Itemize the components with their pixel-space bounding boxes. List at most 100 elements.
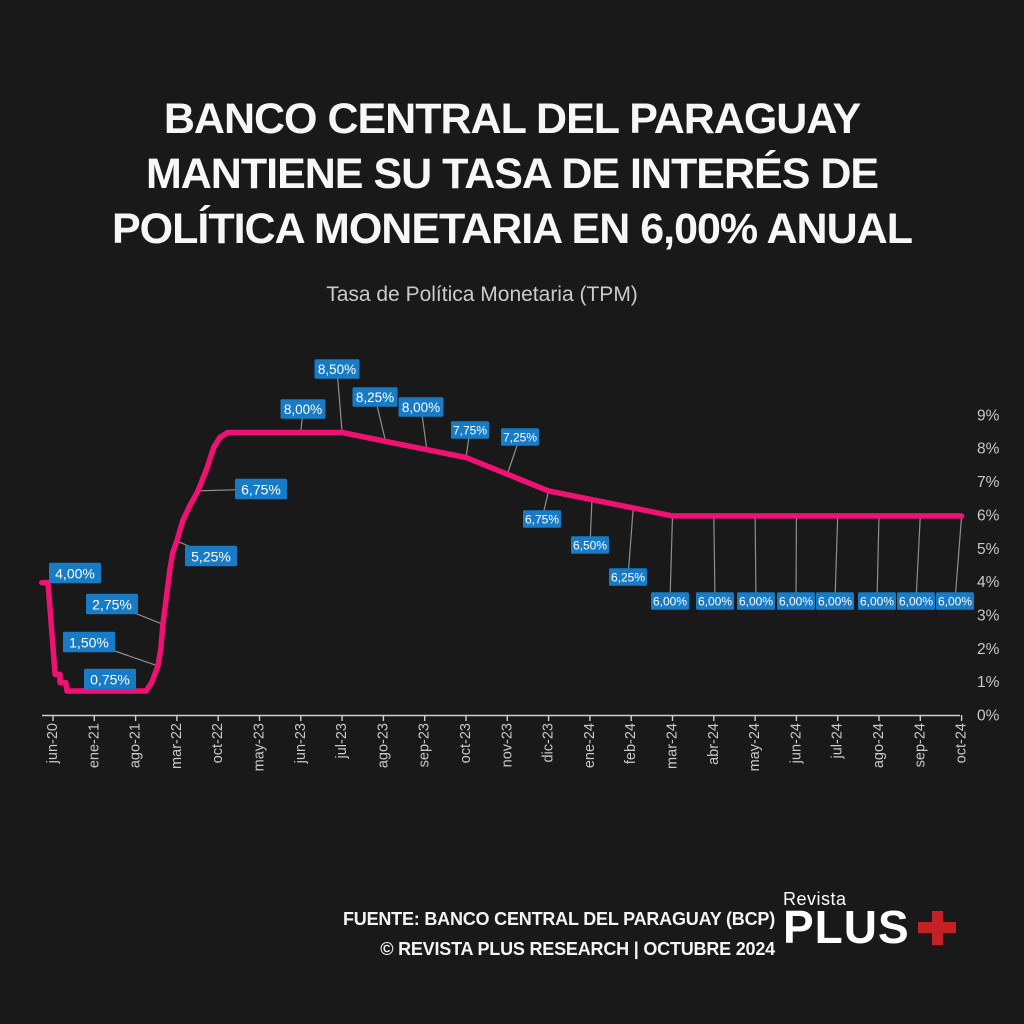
x-axis-labels: jun-20 ene-21 ago-21 mar-22 oct-22 may-23 jun-… <box>45 723 970 771</box>
y-axis-labels: 0% 1% 2% 3% 4% 5% 6% 7% 8% 9% <box>977 407 1000 724</box>
x-tick-label: jun-24 <box>788 723 804 764</box>
tpm-rate-line <box>39 429 965 694</box>
data-label-value: 8,25% <box>356 390 394 405</box>
y-tick-label: 6% <box>977 507 1000 524</box>
data-label-value: 1,50% <box>69 635 109 651</box>
y-tick-label: 9% <box>977 407 1000 424</box>
logo-revista-text: Revista <box>783 889 847 909</box>
title-line-2: MANTIENE SU TASA DE INTERÉS DE <box>145 150 879 198</box>
x-tick-label: oct-24 <box>954 723 970 763</box>
page-title: BANCO CENTRAL DEL PARAGUAY MANTIENE SU T… <box>0 92 1024 257</box>
footer: FUENTE: BANCO CENTRAL DEL PARAGUAY (BCP)… <box>0 878 1024 978</box>
x-tick-label: ago-24 <box>871 723 887 768</box>
data-label-box <box>816 592 854 610</box>
copyright-line: © REVISTA PLUS RESEARCH | OCTUBRE 2024 <box>380 939 775 959</box>
data-label-value: 6,00% <box>938 595 972 609</box>
x-tick-label: feb-24 <box>623 723 639 764</box>
footer-source-block: FUENTE: BANCO CENTRAL DEL PARAGUAY (BCP)… <box>343 904 775 964</box>
y-tick-label: 5% <box>977 541 1000 558</box>
x-tick-label: nov-23 <box>499 723 515 767</box>
data-label-value: 5,25% <box>191 549 231 565</box>
data-label-value: 4,00% <box>55 566 95 582</box>
data-labels: 4,00% 2,75% 1,50% 0,75% 5,25% 6,75% 8,00% 8,50%… <box>49 359 974 690</box>
y-tick-label: 1% <box>977 674 1000 691</box>
leader-line <box>669 515 674 602</box>
data-label-box <box>63 631 115 653</box>
leader-line <box>834 515 839 602</box>
y-tick-label: 3% <box>977 607 1000 624</box>
revista-plus-logo: Revista PLUS <box>783 889 983 953</box>
leader-line <box>754 515 757 602</box>
data-label-box <box>49 562 101 584</box>
data-label-box <box>451 421 489 439</box>
data-label-value: 8,00% <box>402 400 440 415</box>
x-tick-label: mar-22 <box>169 723 185 769</box>
data-label-value: 8,00% <box>284 402 322 417</box>
y-tick-label: 8% <box>977 441 1000 458</box>
data-label-box <box>858 592 896 610</box>
data-label-value: 6,00% <box>818 595 852 609</box>
data-label-box <box>398 397 444 417</box>
data-label-box <box>84 668 136 690</box>
data-label-box <box>314 359 360 379</box>
x-tick-label: may-23 <box>252 723 268 771</box>
x-tick-label: jul-24 <box>830 723 846 759</box>
data-label-box <box>936 592 974 610</box>
red-plus-icon <box>917 911 956 945</box>
data-label-value: 6,00% <box>899 595 933 609</box>
data-label-value: 6,50% <box>573 539 607 553</box>
x-tick-label: abr-24 <box>706 723 722 765</box>
leader-line <box>954 515 963 602</box>
y-tick-label: 0% <box>977 708 1000 725</box>
y-tick-label: 4% <box>977 574 1000 591</box>
leader-line <box>627 507 634 578</box>
data-label-box <box>280 399 326 419</box>
data-label-box <box>86 593 138 615</box>
data-label-box <box>777 592 815 610</box>
leader-line <box>336 368 343 433</box>
x-tick-label: sep-23 <box>417 723 433 767</box>
x-tick-label: ago-23 <box>375 723 391 768</box>
data-label-value: 6,00% <box>653 595 687 609</box>
x-tick-label: jun-23 <box>293 723 309 764</box>
x-tick-label: jul-23 <box>334 723 350 759</box>
data-label-box <box>501 428 539 446</box>
x-axis <box>42 714 963 721</box>
data-label-box <box>696 592 734 610</box>
data-label-box <box>897 592 935 610</box>
chart-subtitle: Tasa de Política Monetaria (TPM) <box>326 283 638 306</box>
x-tick-label: ene-21 <box>86 723 102 768</box>
title-line-3: POLÍTICA MONETARIA EN 6,00% ANUAL <box>112 205 913 253</box>
data-label-value: 7,75% <box>453 424 487 438</box>
x-tick-label: ago-21 <box>128 723 144 768</box>
data-label-box <box>737 592 775 610</box>
leader-line <box>713 515 716 602</box>
data-label-value: 6,75% <box>525 513 559 527</box>
x-tick-label: mar-24 <box>665 723 681 769</box>
data-label-value: 6,00% <box>860 595 894 609</box>
data-label-box <box>571 536 609 554</box>
data-label-box <box>523 510 561 528</box>
x-tick-label: oct-22 <box>210 723 226 763</box>
x-tick-label: jun-20 <box>45 723 61 764</box>
data-label-value: 6,00% <box>779 595 813 609</box>
title-line-1: BANCO CENTRAL DEL PARAGUAY <box>163 95 861 143</box>
data-label-value: 0,75% <box>90 672 130 688</box>
data-label-value: 7,25% <box>503 431 537 445</box>
y-tick-label: 2% <box>977 641 1000 658</box>
data-label-box <box>609 568 647 586</box>
leader-line <box>876 515 880 602</box>
x-tick-label: may-24 <box>747 723 763 771</box>
data-label-value: 8,50% <box>318 362 356 377</box>
logo-plus-text: PLUS <box>783 901 910 953</box>
x-tick-label: dic-23 <box>541 723 557 763</box>
data-label-value: 6,00% <box>698 595 732 609</box>
data-label-value: 6,25% <box>611 571 645 585</box>
data-label-value: 2,75% <box>92 597 132 613</box>
y-tick-label: 7% <box>977 474 1000 491</box>
x-tick-label: sep-24 <box>912 723 928 767</box>
data-label-box <box>235 478 287 500</box>
data-label-value: 6,75% <box>241 482 281 498</box>
data-label-box <box>352 387 398 407</box>
